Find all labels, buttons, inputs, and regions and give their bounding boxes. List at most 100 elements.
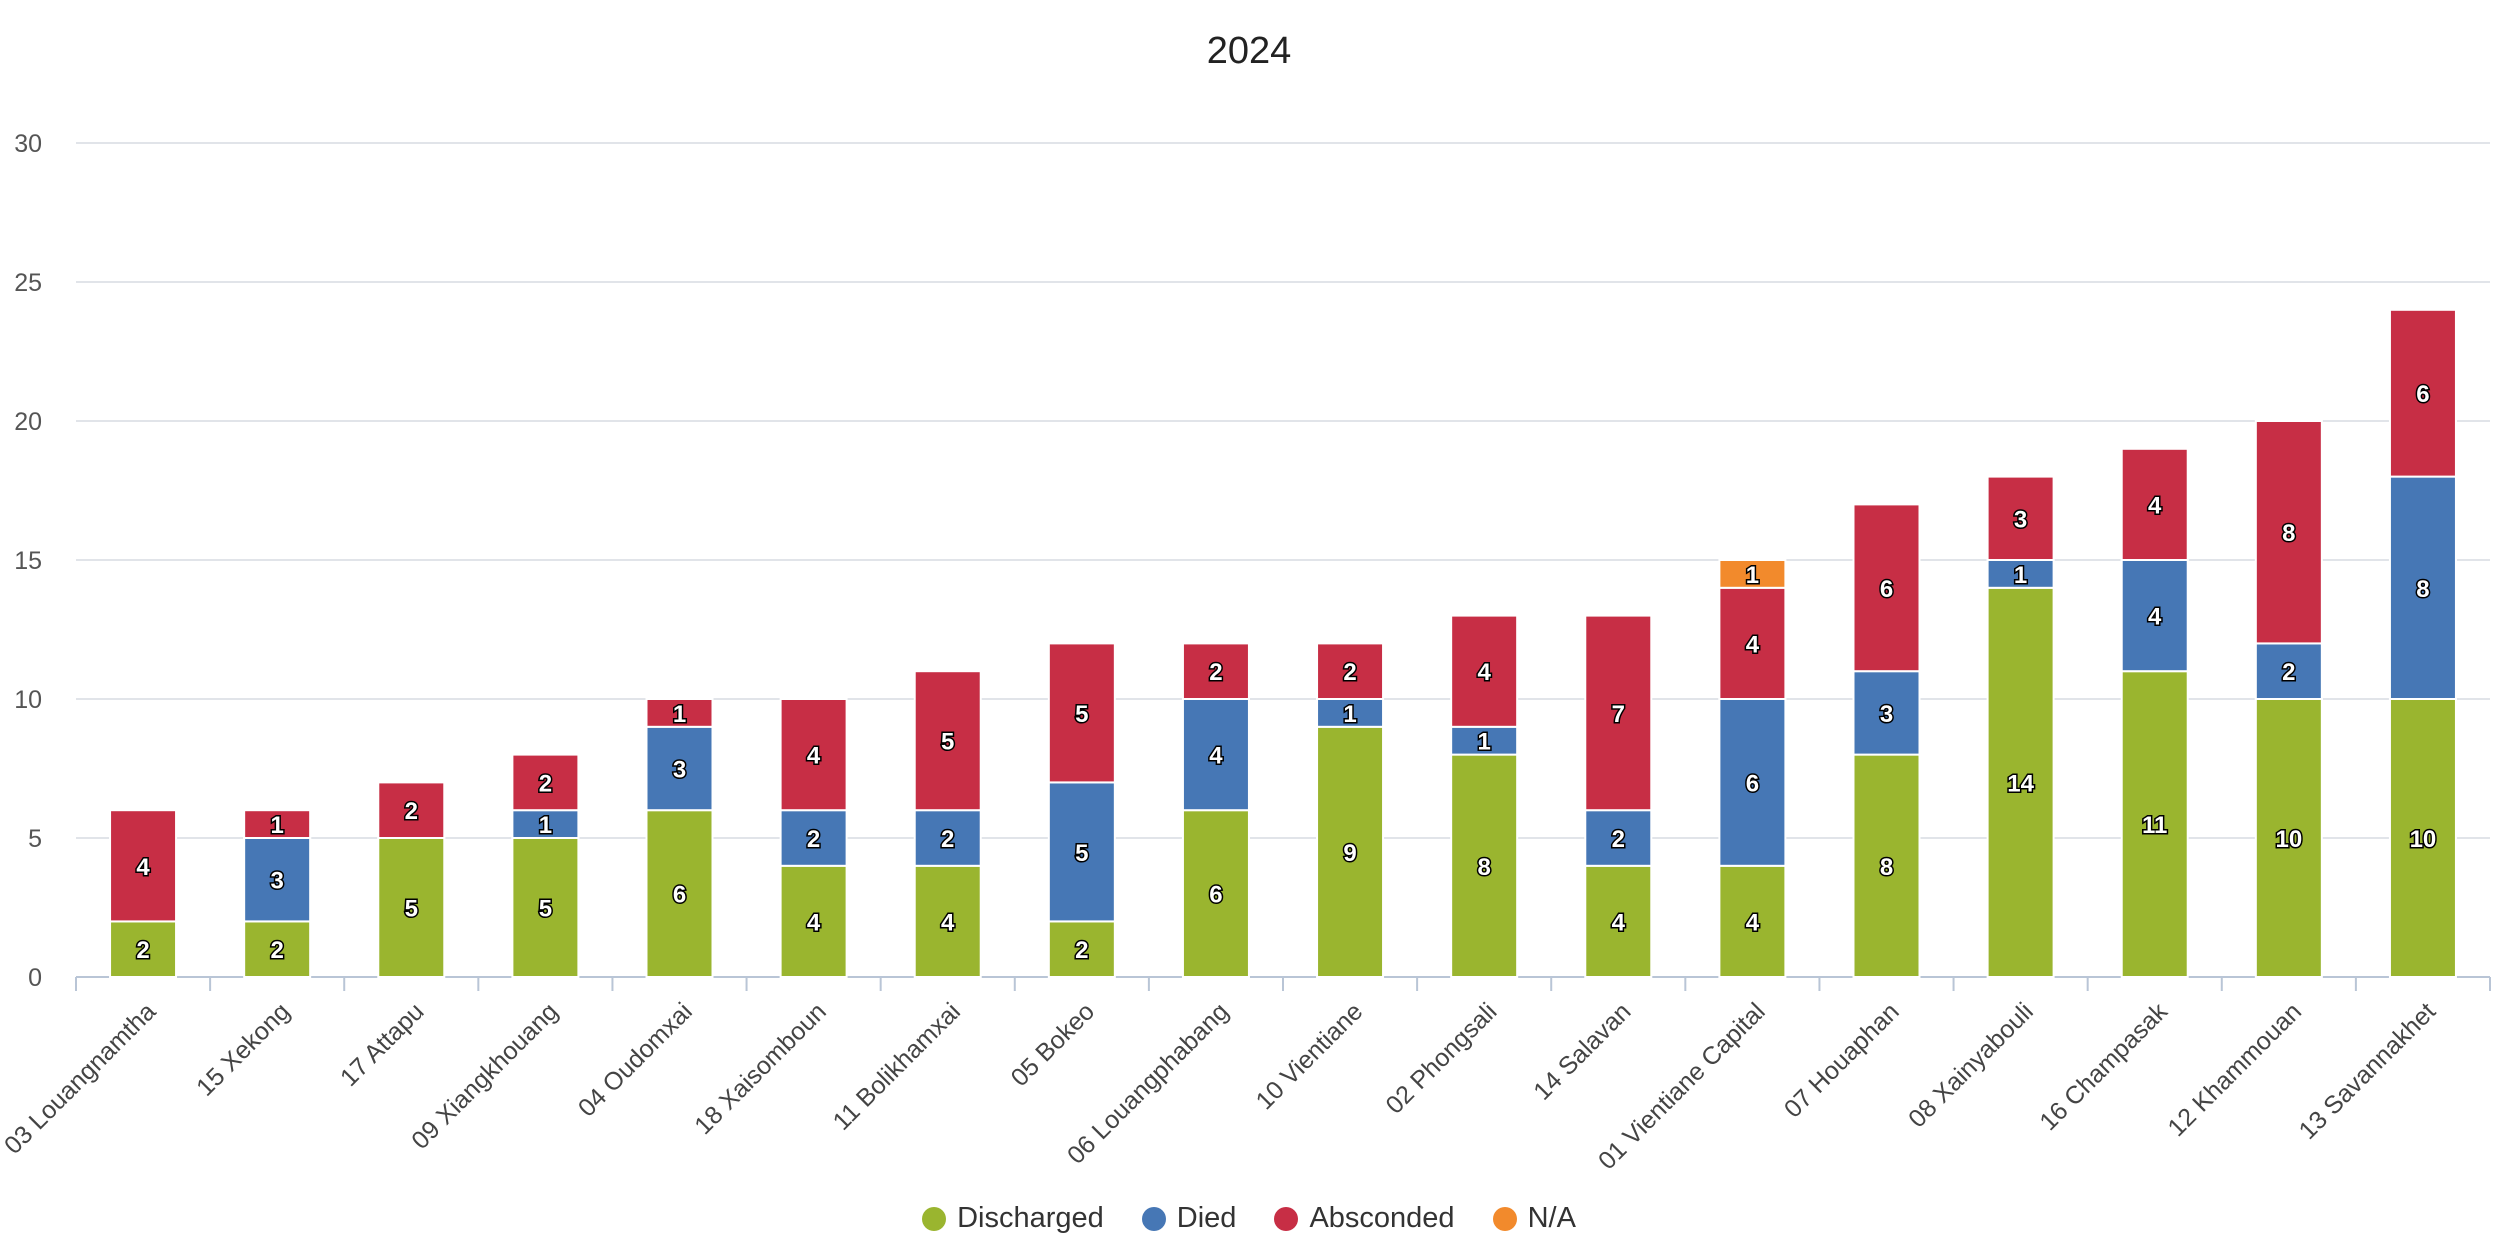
data-label: 2 [270, 937, 283, 964]
data-label: 1 [673, 701, 686, 728]
bar-segment [1181, 642, 1250, 701]
data-label: 2 [405, 798, 418, 825]
bar-segment [2254, 642, 2323, 701]
legend-item[interactable]: Absconded [1274, 1202, 1455, 1235]
bar-segment [1450, 614, 1519, 728]
bar-segment [1450, 753, 1519, 978]
bar-segment [779, 698, 848, 812]
bar-segment [913, 864, 982, 978]
bar-segment [377, 781, 446, 840]
data-label: 4 [136, 854, 150, 881]
data-label: 2 [539, 770, 552, 797]
bar-segment [2388, 308, 2457, 478]
x-tick-label: 10 Vientiane [1251, 997, 1369, 1115]
bar-segment [913, 670, 982, 812]
bar-segment [2120, 447, 2189, 561]
legend-marker [1492, 1206, 1517, 1231]
bar-segment [645, 809, 714, 979]
data-label: 4 [2148, 604, 2162, 631]
x-tick-label: 16 Champasak [2034, 997, 2173, 1136]
bar-segment [1986, 475, 2055, 562]
data-label: 2 [1075, 937, 1088, 964]
legend-label: N/A [1527, 1202, 1576, 1234]
data-label: 4 [941, 909, 955, 936]
bar-segment [779, 864, 848, 978]
x-tick-label: 15 Xekong [191, 997, 295, 1101]
data-label: 8 [1880, 854, 1893, 881]
data-label: 3 [673, 757, 686, 784]
bar-segment [1852, 670, 1921, 756]
data-label: 5 [405, 896, 418, 923]
bar-segment [2254, 420, 2323, 645]
data-label: 5 [1075, 840, 1088, 867]
bar-segment [913, 809, 982, 867]
bar-segment [1316, 642, 1385, 701]
y-tick-label: 10 [14, 686, 42, 714]
data-label: 10 [2410, 826, 2437, 853]
legend-label: Discharged [957, 1202, 1104, 1234]
data-label: 5 [539, 896, 552, 923]
data-label: 11 [2142, 812, 2167, 839]
y-tick-label: 0 [28, 964, 42, 992]
x-tick-label: 09 Xiangkhouang [406, 997, 563, 1154]
x-tick-label: 05 Bokeo [1006, 997, 1100, 1091]
data-label: 2 [1343, 659, 1356, 686]
bar-segment [377, 837, 446, 978]
data-label: 8 [2416, 576, 2429, 603]
data-label: 5 [1075, 701, 1088, 728]
data-label: 1 [1746, 562, 1759, 589]
bar-segment [2254, 698, 2323, 978]
data-label: 2 [941, 826, 954, 853]
data-label: 6 [1880, 576, 1893, 603]
x-tick-label: 18 Xaisomboun [689, 997, 832, 1140]
x-tick-label: 08 Xainyabouli [1903, 997, 2039, 1133]
data-label: 2 [1209, 659, 1222, 686]
data-label: 6 [1746, 770, 1759, 797]
bar-segment [645, 725, 714, 812]
data-label: 4 [807, 909, 821, 936]
bar-segment [1316, 698, 1385, 728]
data-label: 2 [136, 937, 149, 964]
bar-segment [1584, 809, 1653, 867]
data-label: 3 [1880, 701, 1893, 728]
y-tick-label: 5 [28, 825, 42, 853]
legend-item[interactable]: N/A [1492, 1202, 1576, 1235]
x-tick-label: 04 Oudomxai [573, 997, 698, 1122]
data-label: 8 [1477, 854, 1490, 881]
legend-marker [1274, 1206, 1299, 1231]
x-tick-label: 14 Salavan [1528, 997, 1636, 1105]
data-label: 1 [270, 812, 283, 839]
legend-item[interactable]: Discharged [922, 1202, 1104, 1235]
y-tick-label: 15 [14, 547, 42, 575]
legend-item[interactable]: Died [1141, 1202, 1237, 1235]
legend-label: Died [1176, 1202, 1237, 1234]
x-tick-label: 13 Savannakhet [2294, 997, 2442, 1145]
bar-segment [511, 753, 580, 812]
legend-marker [1141, 1206, 1166, 1231]
chart-legend: Discharged Died Absconded N/A [0, 1202, 2498, 1235]
data-label: 2 [1612, 826, 1625, 853]
data-label: 4 [807, 743, 821, 770]
data-label: 2 [807, 826, 820, 853]
bar-segment [2120, 670, 2189, 978]
data-label: 4 [1477, 659, 1491, 686]
bar-segment [511, 809, 580, 840]
data-label: 1 [539, 812, 552, 839]
y-tick-label: 20 [14, 408, 42, 436]
bar-segment [779, 809, 848, 867]
bar-segment [1181, 809, 1250, 979]
legend-marker [922, 1206, 947, 1231]
bar-segment [1047, 920, 1116, 979]
bar-segment [1852, 503, 1921, 673]
bar-segment [2120, 559, 2189, 673]
bar-segment [1450, 725, 1519, 756]
bar-segment [645, 698, 714, 728]
bar-segment [109, 809, 178, 923]
data-label: 1 [1343, 701, 1356, 728]
data-label: 8 [2282, 520, 2295, 547]
data-label: 14 [2007, 770, 2034, 797]
data-label: 2 [2282, 659, 2295, 686]
data-label: 7 [1612, 701, 1625, 728]
